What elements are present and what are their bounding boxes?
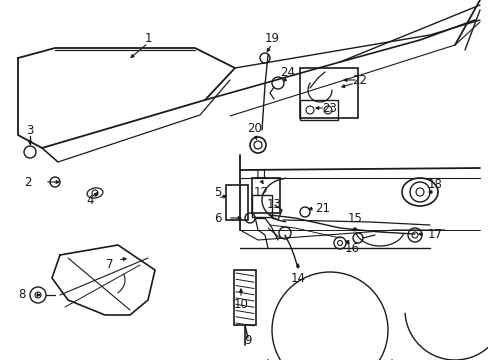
Text: 21: 21	[315, 202, 330, 215]
Text: 4: 4	[86, 194, 94, 207]
Bar	[299, 68, 357, 118]
Text: 9: 9	[244, 333, 251, 346]
Text: 13: 13	[266, 198, 281, 211]
Text: 1: 1	[144, 31, 151, 45]
Bar	[234, 270, 256, 325]
Text: 11: 11	[253, 168, 268, 181]
Bar	[299, 100, 337, 120]
Text: 10: 10	[233, 298, 248, 311]
Text: 2: 2	[24, 175, 32, 189]
Text: 5: 5	[214, 186, 221, 199]
Text: 22: 22	[352, 73, 367, 86]
Text: 14: 14	[290, 271, 305, 284]
Bar	[251, 195, 271, 217]
Text: 20: 20	[247, 122, 262, 135]
Text: 12: 12	[253, 186, 268, 199]
Text: 7: 7	[106, 258, 114, 271]
Text: 24: 24	[280, 66, 295, 78]
Text: 15: 15	[347, 211, 362, 225]
Text: 23: 23	[322, 102, 337, 114]
Bar	[251, 178, 280, 213]
Text: 18: 18	[427, 179, 442, 192]
Bar	[225, 185, 247, 220]
Text: 17: 17	[427, 229, 442, 242]
Text: 8: 8	[18, 288, 26, 302]
Text: 19: 19	[264, 31, 279, 45]
Text: 6: 6	[214, 211, 221, 225]
Text: 16: 16	[344, 242, 359, 255]
Text: 3: 3	[26, 123, 34, 136]
